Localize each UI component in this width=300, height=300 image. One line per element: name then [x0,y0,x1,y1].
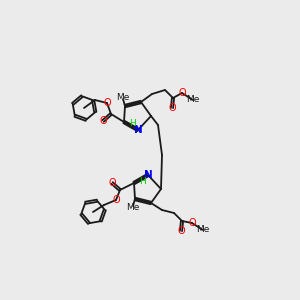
Text: O: O [108,178,116,188]
Text: O: O [177,226,185,236]
Text: H: H [140,178,146,187]
Text: O: O [112,195,120,205]
Text: Me: Me [186,95,200,104]
Text: Me: Me [196,226,210,235]
Text: O: O [178,88,186,98]
Text: Me: Me [116,92,130,101]
Text: N: N [144,170,152,180]
Text: H: H [130,118,136,127]
Text: O: O [103,98,111,108]
Text: Me: Me [126,203,140,212]
Text: O: O [99,116,107,126]
Text: O: O [188,218,196,228]
Text: O: O [168,103,176,113]
Text: N: N [134,125,142,135]
